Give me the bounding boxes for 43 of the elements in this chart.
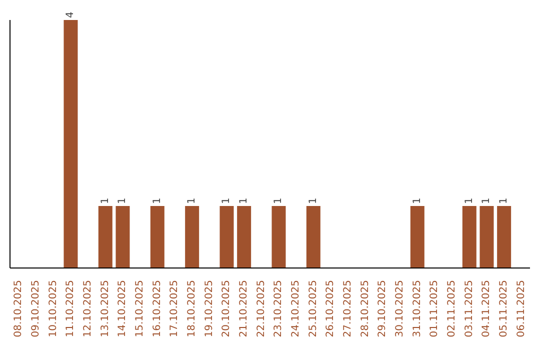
data-label: 1 (117, 198, 128, 204)
data-label: 1 (152, 198, 163, 204)
data-label: 1 (238, 198, 250, 204)
x-tick-label: 03.11.2025 (464, 280, 475, 338)
x-tick-label: 08.10.2025 (13, 280, 24, 338)
x-tick-label: 26.10.2025 (325, 280, 336, 338)
x-tick-label: 06.11.2025 (516, 280, 527, 338)
data-label: 1 (412, 198, 423, 204)
data-label: 1 (481, 198, 492, 204)
data-label: 1 (221, 198, 232, 204)
data-label: 1 (308, 198, 319, 204)
x-tick-label: 24.10.2025 (290, 280, 302, 338)
x-tick-label: 10.10.2025 (48, 280, 59, 338)
x-tick-label: 13.10.2025 (100, 280, 111, 338)
x-tick-label: 14.10.2025 (117, 280, 128, 338)
x-tick-label: 28.10.2025 (360, 280, 371, 338)
x-tick-label: 22.10.2025 (256, 280, 267, 338)
x-tick-label: 05.11.2025 (498, 280, 510, 338)
x-tick-label: 25.10.2025 (308, 280, 319, 338)
data-label: 4 (65, 12, 76, 18)
x-tick-label: 01.11.2025 (429, 280, 440, 338)
x-tick-label: 15.10.2025 (134, 280, 146, 338)
x-tick-label: 11.10.2025 (65, 280, 76, 338)
x-tick-label: 27.10.2025 (342, 280, 354, 338)
x-tick-label: 23.10.2025 (273, 280, 284, 338)
x-tick-label: 12.10.2025 (82, 280, 94, 338)
x-tick-label: 04.11.2025 (481, 280, 492, 338)
data-label: 1 (273, 198, 284, 204)
data-label: 1 (498, 198, 510, 204)
x-tick-label: 18.10.2025 (186, 280, 198, 338)
x-tick-label: 21.10.2025 (238, 280, 250, 338)
x-tick-label: 29.10.2025 (377, 280, 388, 338)
x-tick-label: 16.10.2025 (152, 280, 163, 338)
x-tick-label: 30.10.2025 (394, 280, 406, 338)
x-tick-label: 19.10.2025 (204, 280, 215, 338)
data-label: 1 (186, 198, 198, 204)
x-tick-label: 31.10.2025 (412, 280, 423, 338)
x-tick-label: 02.11.2025 (446, 280, 458, 338)
x-tick-label: 09.10.2025 (30, 280, 42, 338)
data-label: 1 (100, 198, 111, 204)
x-tick-label: 17.10.2025 (169, 280, 180, 338)
x-tick-label: 20.10.2025 (221, 280, 232, 338)
data-label: 1 (464, 198, 475, 204)
